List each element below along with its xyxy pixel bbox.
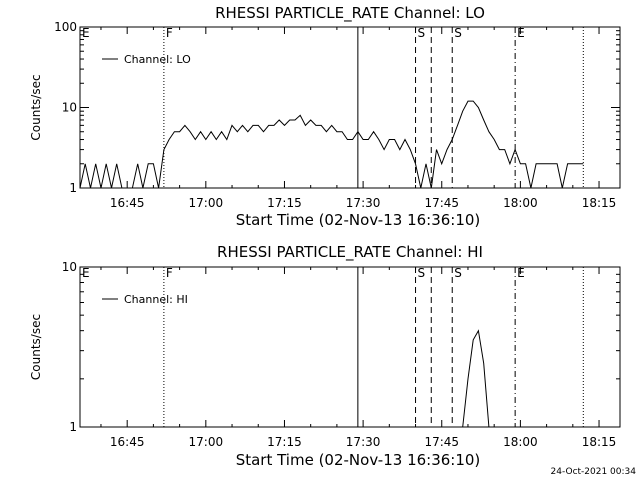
y-tick-label: 10: [62, 101, 77, 115]
y-tick-label: 100: [54, 20, 77, 34]
chart-title: RHESSI PARTICLE_RATE Channel: LO: [215, 4, 485, 23]
plot-frame: [79, 266, 621, 428]
event-marker-label: E: [517, 26, 525, 40]
series-line: [462, 329, 490, 428]
x-tick-label: 17:30: [346, 435, 381, 449]
event-marker-label: S: [454, 266, 462, 280]
hi-channel-panel: RHESSI PARTICLE_RATE Channel: HI Start Ti…: [29, 243, 621, 469]
x-tick-label: 17:15: [267, 435, 302, 449]
y-axis-label: Counts/sec: [29, 74, 43, 140]
x-tick-label: 17:45: [424, 435, 459, 449]
event-marker-label: S: [454, 26, 462, 40]
event-marker-label: F: [166, 266, 173, 280]
x-axis-label: Start Time (02-Nov-13 16:36:10): [236, 451, 481, 469]
chart-title: RHESSI PARTICLE_RATE Channel: HI: [217, 243, 483, 262]
event-marker-label: E: [82, 26, 90, 40]
x-tick-label: 17:00: [189, 196, 224, 210]
event-marker-label: S: [418, 266, 426, 280]
x-axis-label: Start Time (02-Nov-13 16:36:10): [236, 211, 481, 229]
y-tick-label: 10: [62, 260, 77, 274]
y-tick-label: 1: [69, 181, 77, 195]
footer-date: 24-Oct-2021 00:34: [551, 467, 637, 477]
event-marker-label: E: [517, 266, 525, 280]
x-tick-label: 18:00: [503, 435, 538, 449]
legend-label: Channel: LO: [124, 53, 191, 66]
event-marker-label: E: [82, 266, 90, 280]
series-line: [79, 100, 584, 189]
x-tick-label: 17:15: [267, 196, 302, 210]
x-tick-label: 17:45: [424, 196, 459, 210]
x-tick-label: 16:45: [110, 196, 145, 210]
x-tick-label: 18:15: [582, 435, 617, 449]
legend-label: Channel: HI: [124, 293, 188, 306]
x-tick-label: 18:15: [582, 196, 617, 210]
y-axis-label: Counts/sec: [29, 314, 43, 380]
y-tick-label: 1: [69, 420, 77, 434]
x-tick-label: 17:00: [189, 435, 224, 449]
x-tick-label: 17:30: [346, 196, 381, 210]
x-tick-label: 18:00: [503, 196, 538, 210]
x-tick-label: 16:45: [110, 435, 145, 449]
lo-channel-panel: RHESSI PARTICLE_RATE Channel: LO Start Ti…: [29, 4, 621, 229]
event-marker-label: F: [166, 26, 173, 40]
event-marker-label: S: [418, 26, 426, 40]
